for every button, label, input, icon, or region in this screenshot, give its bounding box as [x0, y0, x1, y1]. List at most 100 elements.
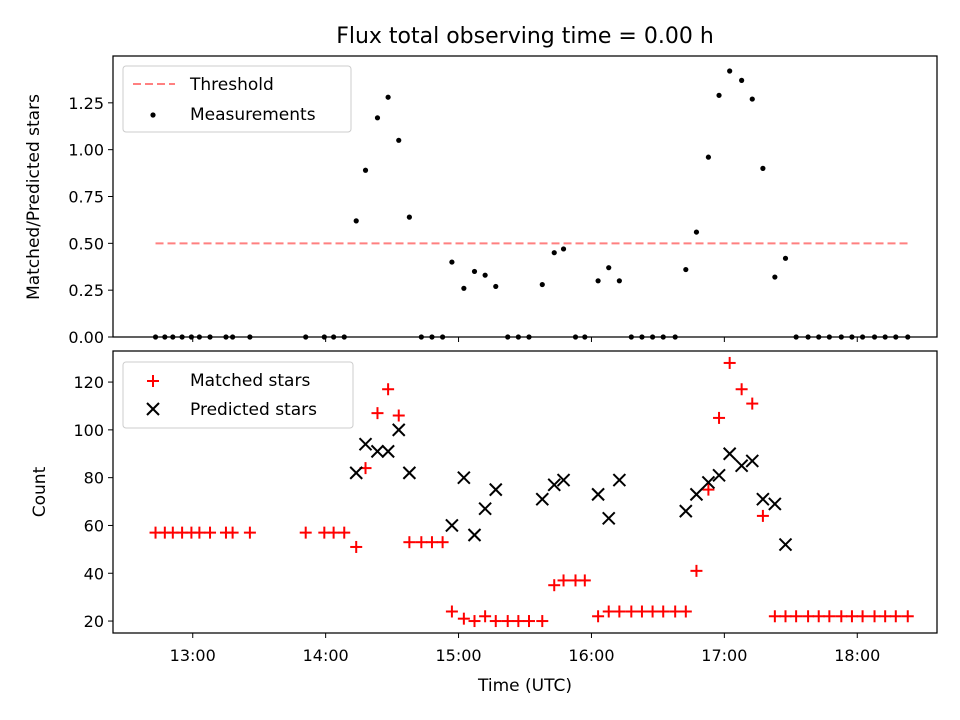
predicted-star-point: [349, 466, 363, 480]
measurement-point: [449, 259, 455, 265]
matched-star-point: [350, 540, 363, 553]
predicted-star-point: [712, 468, 726, 482]
measurement-point: [551, 250, 557, 256]
predicted-star-point: [745, 454, 759, 468]
ratio-legend-frame: [122, 65, 352, 133]
measurement-point: [606, 265, 612, 271]
matched-star-point: [327, 526, 340, 539]
measurement-point: [705, 154, 712, 160]
measurement-point: [406, 214, 412, 220]
matched-star-point: [835, 610, 848, 623]
measurement-point: [560, 246, 567, 252]
predicted-star-point: [689, 487, 704, 502]
measurement-point: [616, 278, 622, 284]
count-y-tick-label: 80: [84, 469, 104, 488]
measurement-point: [772, 274, 778, 280]
matched-star-point: [468, 615, 481, 628]
matched-star-point: [669, 605, 682, 618]
x-tick-label: 13:00: [170, 646, 216, 665]
matched-star-point: [479, 610, 492, 623]
measurement-point: [353, 218, 359, 224]
predicted-star-point: [535, 492, 549, 506]
matched-star-point: [403, 536, 416, 549]
matched-star-point: [338, 526, 351, 539]
measurement-point: [482, 272, 488, 278]
ratio-y-tick-label: 0.25: [68, 281, 104, 300]
matched-star-point: [845, 610, 858, 623]
ratio-y-tick-label: 0.00: [68, 328, 104, 347]
predicted-star-point: [722, 447, 737, 461]
matched-star-point: [501, 615, 514, 628]
predicted-star-point: [756, 492, 770, 506]
matched-star-point: [226, 526, 239, 539]
matched-star-point: [522, 615, 535, 628]
predicted-star-point: [478, 502, 492, 516]
matched-star-point: [613, 605, 626, 618]
matched-star-point: [856, 610, 869, 623]
count-y-tick-label: 20: [84, 612, 104, 631]
matched-star-point: [657, 605, 670, 618]
measurement-point: [749, 96, 755, 102]
matched-star-point: [723, 356, 736, 369]
matched-star-point: [802, 610, 815, 623]
measurement-point: [739, 77, 745, 83]
matched-star-point: [756, 509, 769, 522]
predicted-star-point: [591, 487, 605, 502]
predicted-star-point: [402, 466, 417, 480]
measurement-point: [683, 266, 689, 273]
matched-star-point: [879, 610, 892, 623]
legend-matched-swatch: [147, 375, 159, 387]
matched-star-point: [536, 615, 549, 628]
count-y-ticks: 20 40 60 80 100 120: [73, 373, 113, 631]
count-marks: [149, 356, 914, 628]
legend-measurements-label: Measurements: [190, 105, 316, 125]
measurement-point: [493, 283, 499, 290]
matched-star-point: [735, 383, 748, 396]
matched-star-point: [812, 610, 825, 623]
ratio-y-ticks: 0.00 0.25 0.50 0.75 1.00 1.25: [68, 94, 113, 347]
predicted-star-point: [556, 473, 571, 487]
ratio-y-tick-label: 0.75: [68, 188, 104, 207]
matched-star-point: [425, 536, 438, 549]
matched-star-point: [790, 610, 803, 623]
ratio-y-tick-label: 1.00: [68, 141, 104, 160]
chart-title: Flux total observing time = 0.00 h: [336, 24, 714, 49]
matched-star-point: [436, 536, 449, 549]
predicted-star-point: [392, 423, 406, 437]
legend-measurements-swatch: [150, 112, 156, 118]
predicted-star-point: [381, 444, 395, 459]
matched-star-point: [512, 615, 525, 628]
predicted-star-point: [701, 475, 716, 490]
matched-star-point: [457, 612, 470, 625]
matched-star-point: [779, 610, 792, 623]
matched-star-point: [679, 605, 692, 618]
predicted-star-point: [612, 473, 627, 487]
matched-star-point: [690, 564, 703, 577]
count-legend-frame: [122, 361, 354, 429]
measurement-point: [595, 278, 601, 284]
matched-star-point: [371, 407, 384, 420]
measurement-point: [539, 281, 545, 288]
predicted-star-point: [358, 437, 373, 451]
ratio-panel: 0.00 0.25 0.50 0.75 1.00 1.25 Matched/Predict…: [24, 55, 938, 347]
matched-star-point: [746, 397, 759, 410]
measurement-point: [385, 94, 391, 100]
matched-star-point: [901, 610, 914, 623]
predicted-star-point: [602, 511, 616, 525]
legend-matched-label: Matched stars: [190, 371, 310, 391]
matched-star-point: [578, 574, 591, 587]
predicted-star-point: [734, 459, 749, 473]
predicted-star-point: [467, 528, 482, 542]
matched-star-point: [602, 605, 615, 618]
measurement-point: [716, 92, 722, 98]
x-axis-label: Time (UTC): [477, 676, 572, 696]
matched-star-point: [868, 610, 881, 623]
predicted-star-point: [445, 518, 459, 533]
predicted-star-point: [457, 470, 471, 485]
matched-star-point: [489, 615, 502, 628]
matched-star-point: [548, 579, 561, 592]
ratio-legend: Threshold Measurements: [122, 65, 352, 133]
predicted-star-point: [768, 497, 782, 511]
ratio-y-axis-label: Matched/Predicted stars: [24, 94, 44, 300]
predicted-star-point: [679, 504, 693, 518]
